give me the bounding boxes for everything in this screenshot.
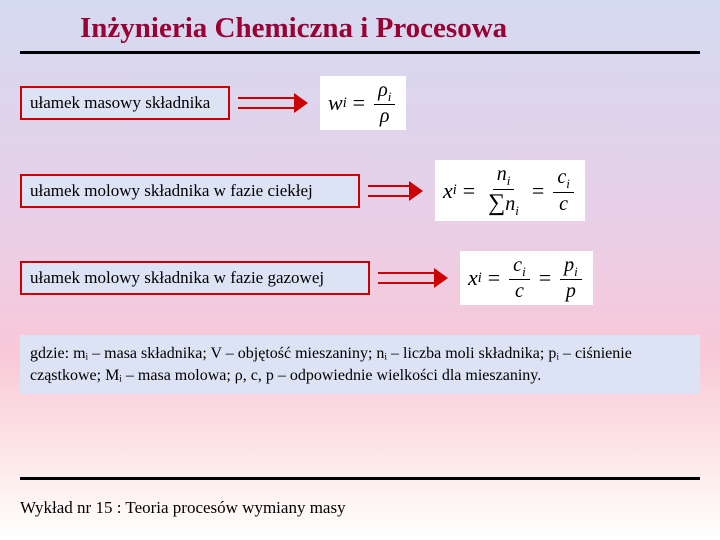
formula-mole-fraction-gas: xi = ci c = pi p bbox=[460, 251, 593, 305]
var: c bbox=[511, 280, 528, 302]
var: c bbox=[555, 193, 572, 215]
content-area: ułamek masowy składnika wi = ρi ρ ułamek… bbox=[0, 54, 720, 394]
var: n bbox=[497, 163, 507, 185]
def-box-mole-fraction-gas: ułamek molowy składnika w fazie gazowej bbox=[20, 261, 370, 295]
var: x bbox=[468, 265, 478, 291]
sub: i bbox=[566, 176, 570, 191]
var: p bbox=[564, 254, 574, 276]
def-box-mole-fraction-liquid: ułamek molowy składnika w fazie ciekłej bbox=[20, 174, 360, 208]
definition-row-1: ułamek masowy składnika wi = ρi ρ bbox=[20, 76, 700, 130]
sub: i bbox=[388, 89, 392, 104]
var: ρ bbox=[376, 105, 394, 127]
sub: i bbox=[522, 264, 526, 279]
bottom-rule bbox=[20, 477, 700, 480]
footer-text: Wykład nr 15 : Teoria procesów wymiany m… bbox=[20, 498, 346, 518]
arrow-icon bbox=[368, 181, 423, 201]
legend-box: gdzie: mᵢ – masa składnika; V – objętość… bbox=[20, 335, 700, 394]
definition-row-2: ułamek molowy składnika w fazie ciekłej … bbox=[20, 160, 700, 221]
sub: i bbox=[453, 182, 457, 199]
var: p bbox=[562, 280, 580, 302]
arrow-icon bbox=[378, 268, 448, 288]
sigma-icon: ∑ bbox=[488, 190, 505, 216]
var: w bbox=[328, 90, 343, 116]
formula-mass-fraction: wi = ρi ρ bbox=[320, 76, 406, 130]
sub: i bbox=[507, 173, 511, 188]
page-title: Inżynieria Chemiczna i Procesowa bbox=[0, 0, 720, 51]
definition-row-3: ułamek molowy składnika w fazie gazowej … bbox=[20, 251, 700, 305]
var: x bbox=[443, 178, 453, 204]
sub: i bbox=[343, 95, 347, 112]
formula-mole-fraction-liquid: xi = ni ∑ni = ci c bbox=[435, 160, 585, 221]
def-box-mass-fraction: ułamek masowy składnika bbox=[20, 86, 230, 120]
var: n bbox=[505, 193, 515, 215]
sub: i bbox=[574, 264, 578, 279]
var: ρ bbox=[378, 79, 388, 101]
sub: i bbox=[515, 203, 519, 218]
arrow-icon bbox=[238, 93, 308, 113]
var: c bbox=[557, 166, 566, 188]
var: c bbox=[513, 254, 522, 276]
sub: i bbox=[478, 270, 482, 287]
